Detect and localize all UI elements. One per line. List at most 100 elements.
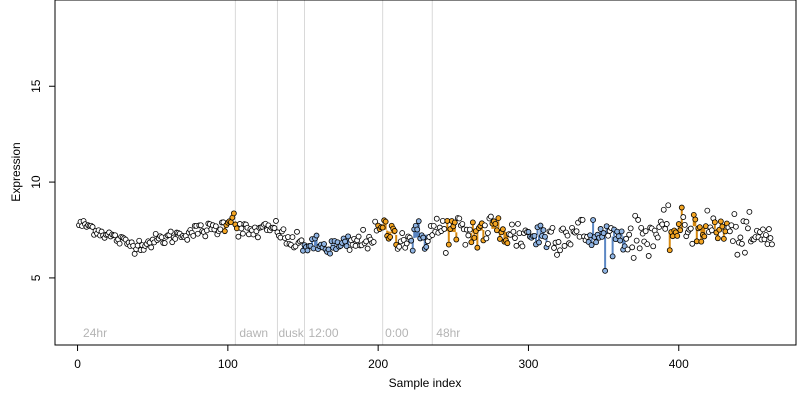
annotations-layer: 24hr dawn dusk 12:00 0:00 48hr	[83, 326, 460, 340]
data-point	[161, 240, 168, 246]
data-point	[645, 253, 652, 259]
data-point	[605, 232, 612, 239]
y-axis-label: Expression	[9, 142, 23, 201]
data-point	[194, 230, 201, 237]
data-point	[590, 217, 596, 223]
data-point	[294, 228, 300, 235]
data-point	[743, 218, 750, 225]
annotation-label: 12:00	[309, 326, 339, 340]
data-point	[554, 251, 560, 258]
data-point	[327, 250, 333, 257]
data-point	[746, 208, 753, 215]
data-point	[167, 228, 174, 235]
data-point	[190, 232, 197, 239]
data-point	[642, 228, 649, 235]
data-point	[515, 220, 521, 227]
x-tick-label: 100	[218, 357, 238, 371]
x-tick-label: 400	[669, 357, 689, 371]
data-point	[466, 226, 473, 233]
data-point	[714, 235, 721, 242]
data-point	[235, 233, 242, 240]
data-point	[441, 226, 448, 232]
data-point	[609, 253, 616, 260]
data-point	[513, 242, 520, 249]
data-point	[408, 237, 415, 244]
data-point	[561, 243, 568, 249]
data-point	[136, 237, 143, 244]
data-point	[551, 245, 557, 251]
data-point	[202, 233, 209, 240]
x-tick-label: 200	[368, 357, 388, 371]
data-point	[484, 230, 491, 236]
data-point	[292, 243, 299, 250]
data-point	[763, 232, 769, 238]
data-point	[468, 239, 475, 246]
data-point	[273, 218, 279, 224]
data-point	[346, 247, 353, 253]
x-axis-label: Sample index	[389, 376, 462, 390]
data-point	[704, 207, 711, 214]
data-point	[456, 215, 463, 222]
data-point	[731, 211, 738, 217]
data-point	[445, 241, 452, 248]
data-point	[221, 228, 228, 235]
data-point	[537, 222, 544, 229]
y-tick-label: 5	[29, 274, 43, 281]
data-point	[557, 247, 563, 254]
data-point	[564, 232, 571, 239]
data-point	[560, 225, 566, 232]
data-point	[531, 232, 538, 239]
data-point	[549, 224, 556, 231]
data-point	[504, 240, 511, 247]
data-point	[674, 232, 681, 239]
x-tick-label: 0	[74, 357, 81, 371]
data-point	[644, 241, 651, 248]
data-point	[289, 234, 296, 241]
data-point	[678, 204, 685, 211]
data-point	[573, 228, 580, 235]
data-point	[313, 232, 320, 239]
data-point	[711, 219, 718, 226]
data-point	[372, 218, 379, 225]
data-point	[512, 235, 518, 241]
data-point	[471, 234, 478, 241]
data-point	[689, 240, 696, 247]
data-point	[459, 221, 466, 227]
data-point	[618, 228, 625, 235]
data-point	[433, 215, 440, 222]
data-point	[624, 246, 631, 253]
data-point	[663, 221, 670, 227]
data-point	[726, 228, 733, 235]
data-point	[321, 241, 327, 247]
data-point	[698, 238, 705, 245]
data-point	[280, 226, 287, 233]
x-axis: 0 100 200 300 400	[74, 344, 689, 371]
data-point	[696, 224, 703, 231]
data-point	[597, 226, 604, 232]
data-point	[635, 217, 642, 223]
data-point	[379, 224, 386, 231]
data-point	[387, 234, 394, 240]
data-point	[238, 225, 245, 232]
data-point	[172, 235, 179, 242]
data-point	[579, 216, 586, 223]
data-point	[617, 237, 624, 244]
data-point	[492, 220, 499, 227]
data-point	[760, 226, 766, 233]
x-tick-label: 300	[518, 357, 538, 371]
data-point	[495, 215, 502, 222]
data-point	[660, 206, 667, 213]
data-point	[766, 226, 772, 232]
data-point	[509, 221, 515, 228]
data-point	[483, 235, 490, 242]
data-point	[184, 236, 191, 243]
data-point	[666, 247, 673, 254]
data-point	[588, 242, 595, 249]
data-point	[650, 243, 657, 250]
data-point	[638, 225, 645, 231]
data-point	[152, 230, 159, 237]
data-point	[409, 247, 416, 254]
points-layer	[76, 202, 775, 274]
data-point	[382, 218, 389, 225]
